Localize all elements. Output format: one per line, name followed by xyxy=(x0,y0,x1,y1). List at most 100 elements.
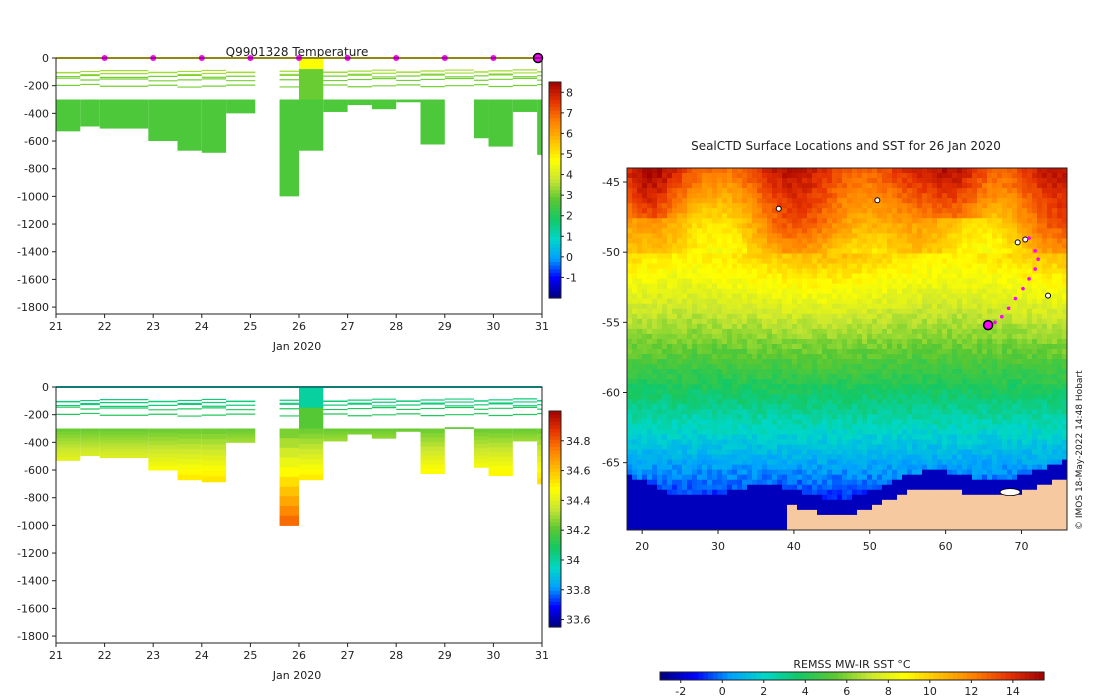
sst-cell xyxy=(872,278,878,285)
sst-cell xyxy=(892,389,898,395)
sst-cell xyxy=(857,268,863,274)
sst-cell xyxy=(737,364,743,370)
sst-cell xyxy=(877,328,883,335)
sst-cell xyxy=(632,253,638,259)
sst-cell xyxy=(952,394,958,400)
sst-cell xyxy=(982,188,988,194)
sst-cell xyxy=(897,394,903,400)
sst-cell xyxy=(1052,173,1058,179)
sst-cell xyxy=(1007,233,1013,239)
sst-cell xyxy=(737,404,743,410)
salinity-profile-segment xyxy=(347,429,372,431)
sst-cell xyxy=(987,218,993,224)
sst-cell xyxy=(857,253,863,259)
surface-column-segment xyxy=(299,69,324,100)
sst-cell xyxy=(862,293,868,300)
sst-cell xyxy=(647,178,653,184)
sst-cell xyxy=(777,343,783,350)
sst-cell xyxy=(767,384,773,390)
sst-cell xyxy=(982,303,988,310)
sst-cell xyxy=(767,379,773,385)
sst-cell xyxy=(687,354,693,360)
sst-cell xyxy=(882,364,888,370)
sst-cell xyxy=(842,379,848,385)
sst-cell xyxy=(737,349,743,355)
sst-cell xyxy=(632,238,638,244)
sst-cell xyxy=(662,293,668,300)
sst-cell xyxy=(677,193,683,199)
sst-cell xyxy=(902,389,908,395)
sst-cell xyxy=(747,233,753,239)
sst-cell xyxy=(832,409,838,415)
sst-cell xyxy=(742,374,748,380)
sst-cell xyxy=(1057,283,1063,290)
sst-cell xyxy=(972,384,978,390)
sst-cell xyxy=(797,338,803,345)
sst-cell xyxy=(897,349,903,355)
sst-cell xyxy=(787,273,793,280)
sst-cell xyxy=(827,218,833,224)
sst-cell xyxy=(982,389,988,395)
sst-cell xyxy=(812,263,818,269)
sst-cell xyxy=(707,203,713,209)
sst-cell xyxy=(672,354,678,360)
sst-cell xyxy=(677,188,683,194)
sst-cell xyxy=(1002,328,1008,335)
sst-cell xyxy=(857,273,863,280)
sst-cell xyxy=(787,364,793,370)
sst-cell xyxy=(802,283,808,290)
sst-cell xyxy=(667,278,673,285)
sst-cell xyxy=(992,178,998,184)
sst-cell xyxy=(852,379,858,385)
sst-cell xyxy=(667,298,673,305)
sst-cell xyxy=(977,409,983,415)
sst-cell xyxy=(967,243,973,249)
x-tick-label: 30 xyxy=(486,320,500,333)
sst-cell xyxy=(1042,359,1048,365)
sst-cell xyxy=(837,263,843,269)
sst-cell xyxy=(632,354,638,360)
sst-cell xyxy=(762,213,768,219)
sst-cell xyxy=(662,223,668,229)
sst-cell xyxy=(692,379,698,385)
sst-cell xyxy=(927,253,933,259)
sst-cell xyxy=(752,203,758,209)
sst-cell xyxy=(702,409,708,415)
sst-cell xyxy=(932,394,938,400)
sst-cell xyxy=(672,228,678,234)
sst-cell xyxy=(862,349,868,355)
sst-cell xyxy=(702,253,708,259)
sst-cell xyxy=(807,359,813,365)
sst-cell xyxy=(927,223,933,229)
sst-cell xyxy=(732,238,738,244)
sst-cell xyxy=(1057,394,1063,400)
sst-cell xyxy=(902,333,908,340)
sst-cell xyxy=(747,338,753,345)
sst-cell xyxy=(712,258,718,264)
sst-cell xyxy=(927,233,933,239)
sst-cell xyxy=(802,338,808,345)
sst-cell xyxy=(972,409,978,415)
sst-cell xyxy=(762,178,768,184)
sst-cell xyxy=(642,273,648,280)
sst-cell xyxy=(992,333,998,340)
sst-cell xyxy=(647,293,653,300)
sst-cell xyxy=(732,313,738,320)
sst-cell xyxy=(697,208,703,214)
sst-cell xyxy=(652,213,658,219)
sst-cell xyxy=(712,248,718,254)
sst-cell xyxy=(782,248,788,254)
sst-cell xyxy=(1027,283,1033,290)
sst-cell xyxy=(1002,293,1008,300)
sst-cell xyxy=(702,193,708,199)
sst-cell xyxy=(1037,253,1043,259)
sst-cell xyxy=(872,258,878,264)
sst-cell xyxy=(797,178,803,184)
sst-cell xyxy=(912,379,918,385)
sst-cell xyxy=(937,223,943,229)
sst-cell xyxy=(952,369,958,375)
sst-cell xyxy=(942,313,948,320)
sst-cell xyxy=(682,223,688,229)
sst-cell xyxy=(902,283,908,290)
sst-cell xyxy=(792,218,798,224)
